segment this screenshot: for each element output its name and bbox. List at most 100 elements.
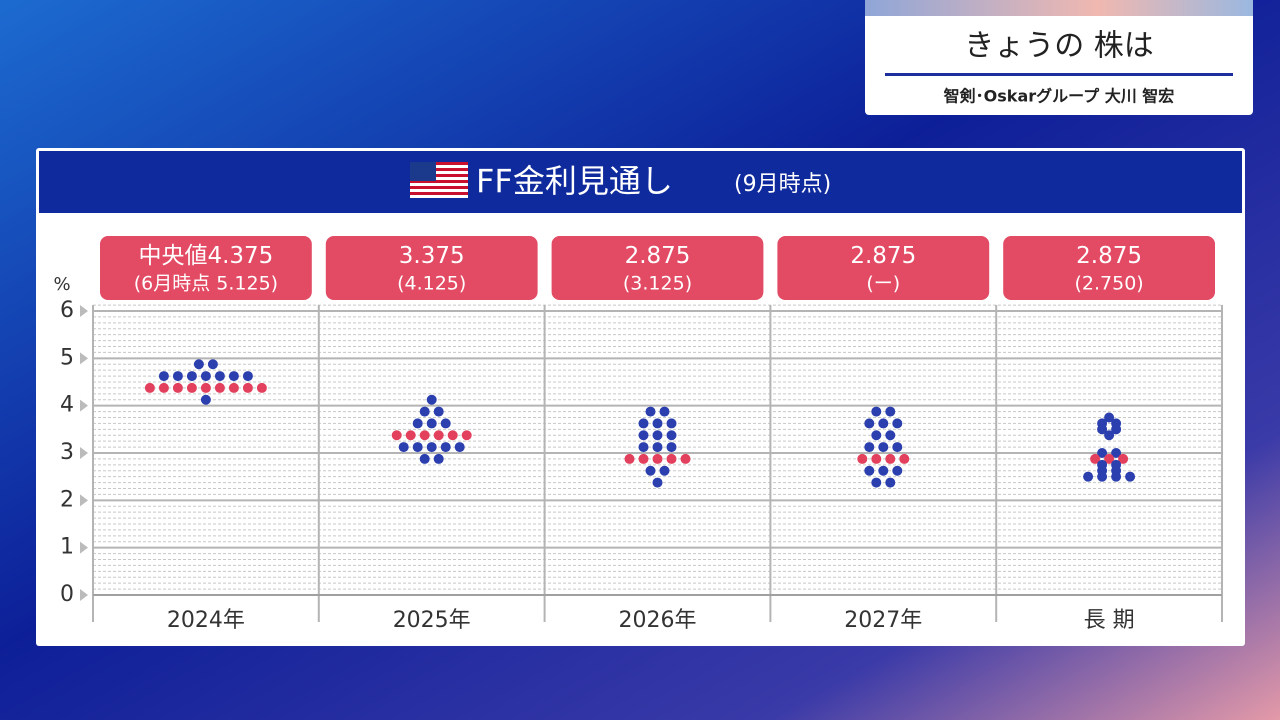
- dot: [871, 453, 882, 464]
- y-tick-label: 3: [60, 440, 74, 465]
- dot: [200, 382, 211, 393]
- dot: [659, 465, 670, 476]
- dot: [1097, 471, 1108, 482]
- dot: [447, 430, 458, 441]
- dot: [652, 418, 663, 429]
- y-tick-mark: [80, 447, 88, 459]
- y-tick-label: 1: [60, 535, 74, 560]
- dot: [885, 430, 896, 441]
- dot: [419, 453, 430, 464]
- dot: [433, 430, 444, 441]
- dot: [892, 418, 903, 429]
- dot: [885, 477, 896, 488]
- dot: [871, 477, 882, 488]
- dot: [461, 430, 472, 441]
- dot: [172, 382, 183, 393]
- dot: [624, 453, 635, 464]
- y-tick-mark: [80, 589, 88, 601]
- median-value: 2.875: [1076, 243, 1142, 269]
- y-tick-mark: [80, 494, 88, 507]
- dot: [158, 371, 169, 382]
- x-tick-label: 長 期: [1084, 608, 1135, 633]
- x-tick-label: 2025年: [393, 608, 471, 633]
- dot: [1097, 424, 1108, 435]
- dot: [186, 382, 197, 393]
- dot: [200, 394, 211, 405]
- chart-header: [39, 151, 1242, 213]
- dot: [645, 406, 656, 417]
- y-tick-label: 0: [60, 582, 74, 607]
- dot: [207, 359, 218, 370]
- median-box: [1003, 236, 1215, 300]
- dot: [426, 442, 437, 453]
- dot: [412, 418, 423, 429]
- dot: [405, 430, 416, 441]
- dot: [1083, 471, 1094, 482]
- dot: [214, 371, 225, 382]
- dot: [1111, 424, 1122, 435]
- dot: [454, 442, 465, 453]
- dot: [680, 453, 691, 464]
- median-box: [551, 236, 764, 300]
- dot: [398, 442, 409, 453]
- median-label: 2.875: [1076, 243, 1142, 269]
- caption-rule: [885, 73, 1233, 76]
- dot: [433, 406, 444, 417]
- dot: [228, 371, 239, 382]
- dot: [440, 442, 451, 453]
- dot: [864, 418, 875, 429]
- dot: [1104, 453, 1115, 464]
- median-value: 2.875: [625, 243, 691, 269]
- y-tick-mark: [80, 541, 88, 554]
- previous-label: (2.750): [1074, 273, 1143, 295]
- dot: [878, 442, 889, 453]
- dot: [899, 453, 910, 464]
- y-tick-mark: [80, 305, 88, 317]
- median-label: 2.875: [625, 243, 691, 269]
- dot: [652, 430, 663, 441]
- dot: [1125, 471, 1136, 482]
- dot: [857, 453, 868, 464]
- caption-guest: 智剣･Oskarグループ 大川 智宏: [944, 87, 1175, 106]
- dot: [864, 465, 875, 476]
- dot: [412, 442, 423, 453]
- median-value: 2.875: [850, 243, 916, 269]
- dot: [214, 382, 225, 393]
- chart-subtitle: (9月時点): [734, 172, 831, 197]
- dot: [433, 453, 444, 464]
- median-value: 3.375: [399, 243, 465, 269]
- dot: [242, 371, 253, 382]
- y-tick-label: 5: [60, 345, 74, 370]
- x-tick-label: 2026年: [619, 608, 697, 633]
- median-label: 3.375: [399, 243, 465, 269]
- dot: [186, 371, 197, 382]
- y-unit: %: [53, 274, 70, 295]
- dot: [228, 382, 239, 393]
- dot: [652, 442, 663, 453]
- dot: [1097, 448, 1108, 458]
- y-tick-mark: [80, 352, 88, 365]
- median-prefix: 中央値: [138, 243, 207, 269]
- previous-label: (6月時点 5.125): [134, 273, 278, 295]
- dot: [419, 406, 430, 417]
- dot: [666, 453, 677, 464]
- previous-label: (3.125): [623, 273, 692, 295]
- dot: [878, 418, 889, 429]
- dot: [193, 359, 204, 370]
- dot: [158, 382, 169, 393]
- dot: [871, 406, 882, 417]
- caption-title: きょうの 株は: [964, 29, 1154, 64]
- dot: [666, 442, 677, 453]
- x-tick-label: 2027年: [844, 608, 922, 633]
- dot: [885, 406, 896, 417]
- dot: [426, 394, 437, 405]
- dot: [638, 442, 649, 453]
- dot: [645, 465, 656, 476]
- dot: [892, 442, 903, 453]
- dot: [652, 453, 663, 464]
- dot: [419, 430, 430, 441]
- dot: [871, 430, 882, 441]
- dot: [1111, 471, 1122, 482]
- dot: [638, 418, 649, 429]
